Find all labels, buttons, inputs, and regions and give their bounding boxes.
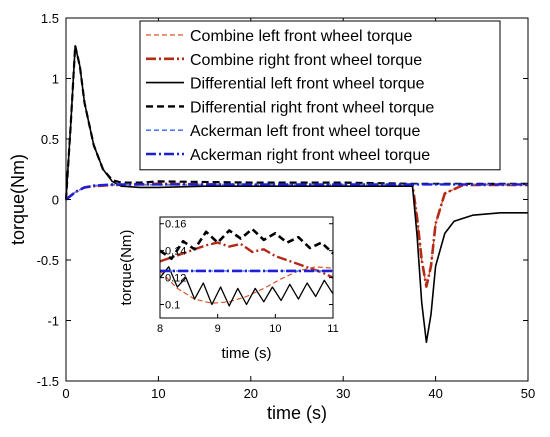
legend-label-2: Combine right front wheel torque	[190, 52, 422, 69]
x-tick-label: 50	[521, 386, 535, 401]
legend-box	[139, 20, 501, 171]
inset-series-line-3	[159, 266, 334, 307]
inset-plot-area: 8 9 10 11 0.1 0.12 0.14 0.16 time (s) torque(Nm)	[118, 216, 339, 362]
main-plot-area: 0 10 20 30 40 50 -1.5 -1 -0.5 0 0.5 1 1.5 time (s) tor…	[8, 11, 535, 423]
series-line-6	[65, 183, 528, 201]
y-tick-label: 0	[52, 193, 59, 208]
x-tick-label: 20	[244, 386, 258, 401]
x-tick-label: 0	[62, 386, 69, 401]
series-line-4	[64, 44, 528, 200]
legend-label-3: Differential left front wheel torque	[190, 76, 425, 93]
x-tick-label: 30	[336, 386, 350, 401]
inset-x-tick-label: 8	[157, 323, 163, 335]
x-tick-label: 40	[428, 386, 442, 401]
inset-x-tick-label: 9	[215, 323, 221, 335]
legend: Combine left front wheel torque Combine r…	[139, 20, 501, 171]
inset-y-tick-label: 0.12	[165, 273, 186, 285]
y-tick-label: 0.5	[41, 132, 59, 147]
legend-label-6: Ackerman right front wheel torque	[190, 147, 430, 164]
inset-x-tick-label: 11	[327, 323, 338, 335]
y-tick-label: 1	[52, 72, 59, 87]
inset-y-tick-label: 0.14	[165, 246, 186, 258]
inset-y-tick-label: 0.1	[165, 300, 180, 312]
legend-label-1: Combine left front wheel torque	[190, 28, 412, 45]
y-tick-label: -0.5	[37, 253, 59, 268]
legend-label-5: Ackerman left front wheel torque	[190, 123, 420, 140]
y-tick-label: 1.5	[41, 11, 59, 26]
inset-y-tick-label: 0.16	[165, 219, 186, 231]
inset-frame	[159, 216, 334, 319]
series-line-2	[65, 182, 528, 288]
y-tick-label: -1.5	[37, 374, 59, 389]
x-tick-label: 10	[151, 386, 165, 401]
inset-series-line-2	[159, 241, 334, 279]
inset-y-axis-label: torque(Nm)	[118, 230, 135, 306]
inset-series-line-4	[159, 227, 334, 261]
inset-x-axis-label: time (s)	[222, 345, 272, 362]
legend-label-4: Differential right front wheel torque	[190, 99, 434, 116]
inset-x-tick-label: 10	[269, 323, 281, 335]
y-tick-label: -1	[47, 314, 59, 329]
inset-series-line-1	[159, 266, 334, 304]
y-axis-label: torque(Nm)	[8, 154, 28, 245]
x-axis-label: time (s)	[267, 403, 327, 423]
